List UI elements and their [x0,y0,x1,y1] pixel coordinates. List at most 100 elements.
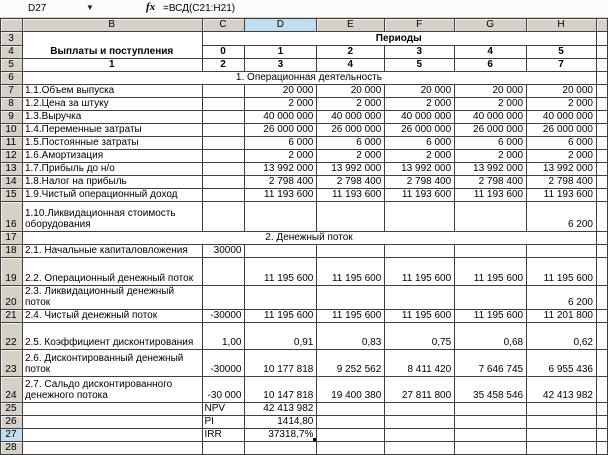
cell-I14[interactable] [595,175,608,189]
cell-F9[interactable]: 40 000 000 [384,110,456,124]
cell-C7[interactable] [201,84,246,98]
cell-G23[interactable]: 7 646 745 [454,349,528,377]
cell-B15[interactable]: 1.9.Чистый операционный доход [21,188,203,202]
name-box[interactable]: D27 [28,3,47,14]
cell-C24[interactable]: -30 000 [201,376,246,403]
column-header-partial[interactable] [595,18,608,32]
row-header-10[interactable]: 10 [0,123,23,137]
cell-E25[interactable] [316,402,386,416]
column-header-D[interactable]: D [244,18,318,32]
cell-G5[interactable]: 6 [454,58,528,72]
cell-I9[interactable] [595,110,608,124]
cell-C20[interactable] [201,285,246,310]
cell-E18[interactable] [316,244,386,258]
cell-G15[interactable]: 11 193 600 [454,188,528,202]
cell-B13[interactable]: 1.7.Прибыль до н/о [21,162,203,176]
cell-C19[interactable] [201,257,246,286]
cell-F20[interactable] [384,285,456,310]
cell-I11[interactable] [595,136,608,150]
function-icon[interactable]: fx [146,1,156,13]
select-all-corner[interactable] [0,18,23,32]
cell-I17[interactable] [595,231,608,245]
cell-C18[interactable]: 30000 [201,244,246,258]
cell-G10[interactable]: 26 000 000 [454,123,528,137]
cell-I24[interactable] [595,376,608,403]
cell-G19[interactable]: 11 195 600 [454,257,528,286]
cell-H9[interactable]: 40 000 000 [526,110,597,124]
cell-E11[interactable]: 6 000 [316,136,386,150]
cell-C21[interactable]: -30000 [201,309,246,323]
cell-F13[interactable]: 13 992 000 [384,162,456,176]
cell-G25[interactable] [454,402,528,416]
cell-I5[interactable] [595,58,608,72]
cell-B16[interactable]: 1.10.Ликвидационная стоимость оборудован… [21,201,203,232]
cell-B22[interactable]: 2.5. Коэффициент дисконтирования [21,322,203,350]
cell-B25[interactable] [21,402,203,416]
cell-D24[interactable]: 10 147 818 [244,376,318,403]
cell-B28[interactable] [21,441,203,455]
cell-E9[interactable]: 40 000 000 [316,110,386,124]
cell-B14[interactable]: 1.8.Налог на прибыль [21,175,203,189]
cell-B19[interactable]: 2.2. Операционный денежный поток [21,257,203,286]
cell-D4[interactable]: 1 [244,45,318,59]
cell-I8[interactable] [595,97,608,111]
row-header-16[interactable]: 16 [0,201,23,232]
cell-C27[interactable]: IRR [201,428,246,442]
cell-E14[interactable]: 2 798 400 [316,175,386,189]
cell-H4[interactable]: 5 [526,45,597,59]
cell-B12[interactable]: 1.6.Амортизация [21,149,203,163]
cell-C10[interactable] [201,123,246,137]
row-header-23[interactable]: 23 [0,349,23,377]
cell-H22[interactable]: 0,62 [526,322,597,350]
cell-I27[interactable] [595,428,608,442]
row-header-26[interactable]: 26 [0,415,23,429]
cell-H21[interactable]: 11 201 800 [526,309,597,323]
cell-B8[interactable]: 1.2.Цена за штуку [21,97,203,111]
cell-I15[interactable] [595,188,608,202]
cell-H24[interactable]: 42 413 982 [526,376,597,403]
column-header-H[interactable]: H [526,18,597,32]
cell-D11[interactable]: 6 000 [244,136,318,150]
cell-G9[interactable]: 40 000 000 [454,110,528,124]
cell-B6[interactable]: 1. Операционная деятельность [21,71,597,85]
cell-H8[interactable]: 2 000 [526,97,597,111]
name-box-dropdown-icon[interactable]: ▼ [86,3,94,12]
cell-F25[interactable] [384,402,456,416]
cell-B21[interactable]: 2.4. Чистый денежный поток [21,309,203,323]
cell-C13[interactable] [201,162,246,176]
cell-G8[interactable]: 2 000 [454,97,528,111]
cell-H19[interactable]: 11 195 600 [526,257,597,286]
cell-H20[interactable]: 6 200 [526,285,597,310]
cell-E22[interactable]: 0,83 [316,322,386,350]
row-header-21[interactable]: 21 [0,309,23,323]
cell-D7[interactable]: 20 000 [244,84,318,98]
cell-E21[interactable]: 11 195 600 [316,309,386,323]
cell-E15[interactable]: 11 193 600 [316,188,386,202]
formula-input[interactable]: =ВСД(C21:H21) [163,3,236,14]
cell-I21[interactable] [595,309,608,323]
row-header-11[interactable]: 11 [0,136,23,150]
cell-H16[interactable]: 6 200 [526,201,597,232]
column-header-F[interactable]: F [384,18,456,32]
cell-C14[interactable] [201,175,246,189]
cell-H23[interactable]: 6 955 436 [526,349,597,377]
cell-D21[interactable]: 11 195 600 [244,309,318,323]
cell-G21[interactable]: 11 195 600 [454,309,528,323]
cell-I18[interactable] [595,244,608,258]
cell-C5[interactable]: 2 [201,58,246,72]
cell-B18[interactable]: 2.1. Начальные капиталовложения [21,244,203,258]
cell-F21[interactable]: 11 195 600 [384,309,456,323]
row-header-18[interactable]: 18 [0,244,23,258]
cell-I20[interactable] [595,285,608,310]
cell-I23[interactable] [595,349,608,377]
cell-B24[interactable]: 2.7. Сальдо дисконтированного денежного … [21,376,203,403]
cell-E5[interactable]: 4 [316,58,386,72]
cell-H18[interactable] [526,244,597,258]
cell-E26[interactable] [316,415,386,429]
row-header-4[interactable]: 4 [0,45,23,59]
cell-F4[interactable]: 3 [384,45,456,59]
cell-C4[interactable]: 0 [201,45,246,59]
cell-B9[interactable]: 1.3.Выручка [21,110,203,124]
cell-F19[interactable]: 11 195 600 [384,257,456,286]
cell-C12[interactable] [201,149,246,163]
